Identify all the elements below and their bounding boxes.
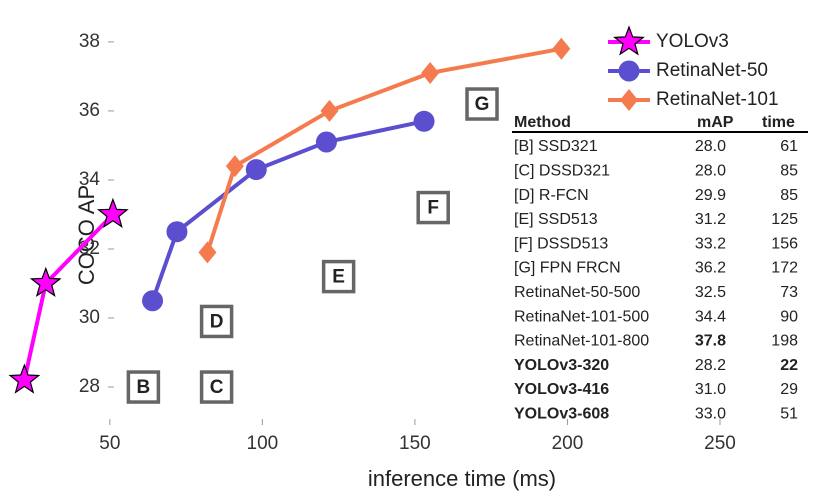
table-cell: 28.0 — [695, 163, 726, 180]
y-tick-label: 36 — [79, 100, 100, 121]
method-box — [126, 370, 161, 404]
x-tick-label: 150 — [399, 433, 431, 454]
method-letter: G — [475, 94, 490, 115]
table-cell: [B] SSD321 — [514, 138, 598, 155]
table-cell: 33.2 — [695, 235, 726, 252]
legend-marker — [613, 25, 645, 56]
table-cell: 125 — [771, 211, 798, 228]
table-cell: 37.8 — [695, 333, 726, 350]
method-letter: E — [332, 267, 345, 288]
circle-marker — [315, 131, 337, 153]
method-letter: C — [210, 377, 224, 398]
table-cell: 61 — [780, 138, 798, 155]
table-cell: [F] DSSD513 — [514, 235, 608, 252]
table-cell: 36.2 — [695, 260, 726, 277]
table-header: Method — [514, 114, 571, 131]
table-cell: [C] DSSD321 — [514, 163, 610, 180]
table-cell: 33.0 — [695, 406, 726, 423]
table-header: mAP — [697, 114, 734, 131]
table-cell: YOLOv3-416 — [514, 381, 609, 398]
table-cell: 85 — [780, 163, 798, 180]
x-tick-label: 250 — [704, 433, 736, 454]
table-cell: 73 — [780, 284, 798, 301]
method-letter: D — [210, 311, 224, 332]
circle-marker — [245, 159, 267, 181]
table-cell: 85 — [780, 187, 798, 204]
legend-label: RetinaNet-101 — [656, 89, 779, 110]
series-line — [150, 119, 425, 302]
legend-label: YOLOv3 — [656, 31, 729, 52]
y-tick-label: 34 — [79, 169, 101, 190]
table-cell: 28.0 — [695, 138, 726, 155]
circle-marker — [166, 221, 188, 243]
legend-marker — [620, 89, 638, 111]
table-cell: 51 — [780, 406, 798, 423]
table-cell: 31.0 — [695, 381, 726, 398]
diamond-marker — [421, 61, 440, 84]
diamond-marker — [225, 155, 244, 178]
star-marker — [8, 363, 41, 394]
method-box — [199, 370, 234, 404]
table-cell: 172 — [771, 260, 798, 277]
table-header: time — [762, 114, 795, 131]
diamond-marker — [552, 37, 571, 60]
x-tick-label: 50 — [99, 433, 120, 454]
x-tick-label: 100 — [247, 433, 279, 454]
table-cell: 156 — [771, 235, 798, 252]
table-cell: 31.2 — [695, 211, 726, 228]
table-cell: 90 — [780, 308, 798, 325]
table-cell: 34.4 — [695, 308, 726, 325]
y-tick-label: 38 — [79, 31, 100, 52]
table-cell: 22 — [780, 357, 798, 374]
y-tick-label: 30 — [79, 307, 100, 328]
table-cell: [D] R-FCN — [514, 187, 589, 204]
table-cell: 198 — [771, 333, 798, 350]
table-cell: 32.5 — [695, 284, 726, 301]
method-box — [199, 304, 234, 339]
method-letter: B — [137, 377, 151, 398]
table-cell: RetinaNet-101-800 — [514, 333, 649, 350]
table-cell: RetinaNet-101-500 — [514, 308, 649, 325]
method-box — [465, 87, 499, 121]
legend-label: RetinaNet-50 — [656, 60, 768, 81]
method-box — [321, 259, 356, 294]
table-cell: 29.9 — [695, 187, 726, 204]
table-cell: [E] SSD513 — [514, 211, 598, 228]
x-axis-label: inference time (ms) — [368, 466, 556, 491]
diamond-marker — [320, 99, 339, 122]
diamond-marker — [198, 241, 217, 264]
table-cell: YOLOv3-320 — [514, 357, 609, 374]
table-cell: 29 — [780, 381, 798, 398]
method-box — [416, 190, 450, 225]
star-marker — [29, 266, 62, 297]
table-cell: YOLOv3-608 — [514, 406, 609, 423]
table-cell: [G] FPN FRCN — [514, 260, 621, 277]
method-letter: F — [427, 198, 439, 219]
circle-marker — [142, 290, 164, 312]
y-tick-label: 28 — [79, 376, 100, 397]
legend-marker — [618, 60, 640, 82]
series-line — [205, 46, 562, 254]
star-marker — [96, 197, 129, 228]
table-cell: RetinaNet-50-500 — [514, 284, 640, 301]
x-tick-label: 200 — [552, 433, 584, 454]
circle-marker — [413, 110, 435, 132]
table-cell: 28.2 — [695, 357, 726, 374]
